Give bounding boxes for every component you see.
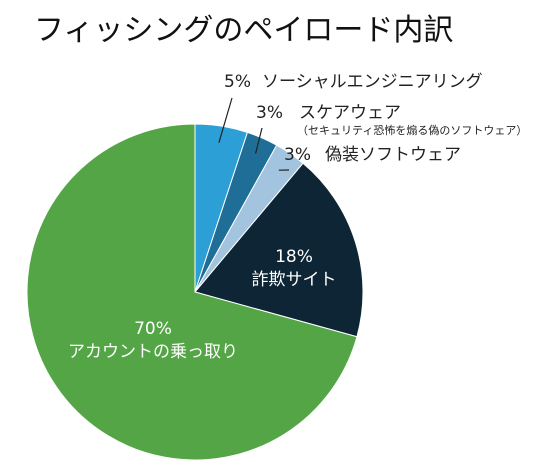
pie-slice — [26, 123, 358, 461]
slice-percent-label: 3% — [284, 145, 311, 165]
slice-percent-label: 5% — [224, 72, 251, 92]
slice-name-label: スケアウェア — [299, 103, 401, 123]
chart-title: フィッシングのペイロード内訳 — [34, 13, 453, 48]
slice-percent-label: 70% — [134, 319, 172, 339]
leader-line — [218, 97, 233, 143]
slice-name-label: 詐欺サイト — [252, 270, 337, 290]
pie-labels: 5% ソーシャルエンジニアリング 3% スケアウェア（セキュリティ恐怖を煽る偽のソフト… — [68, 72, 527, 362]
slice-name-label: 偽装ソフトウェア — [325, 145, 461, 165]
pie-slice — [194, 162, 364, 338]
slice-note-label: （セキュリティ恐怖を煽る偽のソフトウェア） — [297, 123, 527, 137]
slice-percent-label: 3% — [256, 103, 283, 123]
slice-name-label: アカウントの乗っ取り — [68, 342, 238, 362]
slice-name-label: ソーシャルエンジニアリング — [262, 72, 483, 92]
slice-percent-label: 18% — [275, 247, 313, 267]
leader-line — [255, 127, 263, 154]
pie-slices — [26, 123, 364, 461]
